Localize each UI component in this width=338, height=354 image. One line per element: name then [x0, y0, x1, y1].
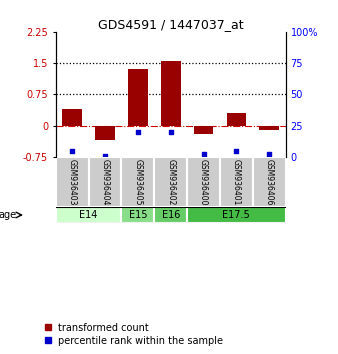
Bar [121, 207, 154, 223]
Bar [121, 157, 154, 207]
Text: GSM936401: GSM936401 [232, 159, 241, 205]
Legend: transformed count, percentile rank within the sample: transformed count, percentile rank withi… [45, 323, 223, 346]
Title: GDS4591 / 1447037_at: GDS4591 / 1447037_at [98, 18, 243, 31]
Point [70, 148, 75, 154]
Text: E16: E16 [162, 210, 180, 220]
Text: GSM936403: GSM936403 [68, 159, 77, 205]
Bar [187, 157, 220, 207]
Bar [259, 126, 279, 130]
Text: E14: E14 [79, 210, 98, 220]
Text: GSM936402: GSM936402 [166, 159, 175, 205]
Point [201, 152, 206, 157]
Bar [56, 157, 89, 207]
Bar [154, 157, 187, 207]
Point [266, 152, 272, 157]
Bar [161, 61, 180, 126]
Bar [253, 157, 286, 207]
Point [102, 153, 108, 159]
Bar [154, 207, 187, 223]
Point [135, 129, 141, 135]
Bar [95, 126, 115, 140]
Text: E17.5: E17.5 [222, 210, 250, 220]
Text: GSM936405: GSM936405 [134, 159, 142, 205]
Bar [62, 109, 82, 126]
Bar [56, 207, 121, 223]
Bar [226, 113, 246, 126]
Bar [194, 126, 213, 134]
Text: GSM936406: GSM936406 [265, 159, 274, 205]
Text: GSM936400: GSM936400 [199, 159, 208, 205]
Bar [128, 69, 148, 126]
Bar [89, 157, 121, 207]
Text: age: age [0, 210, 17, 220]
Point [168, 129, 173, 135]
Point [234, 148, 239, 154]
Text: GSM936404: GSM936404 [100, 159, 110, 205]
Bar [220, 157, 253, 207]
Bar [187, 207, 286, 223]
Text: E15: E15 [128, 210, 147, 220]
